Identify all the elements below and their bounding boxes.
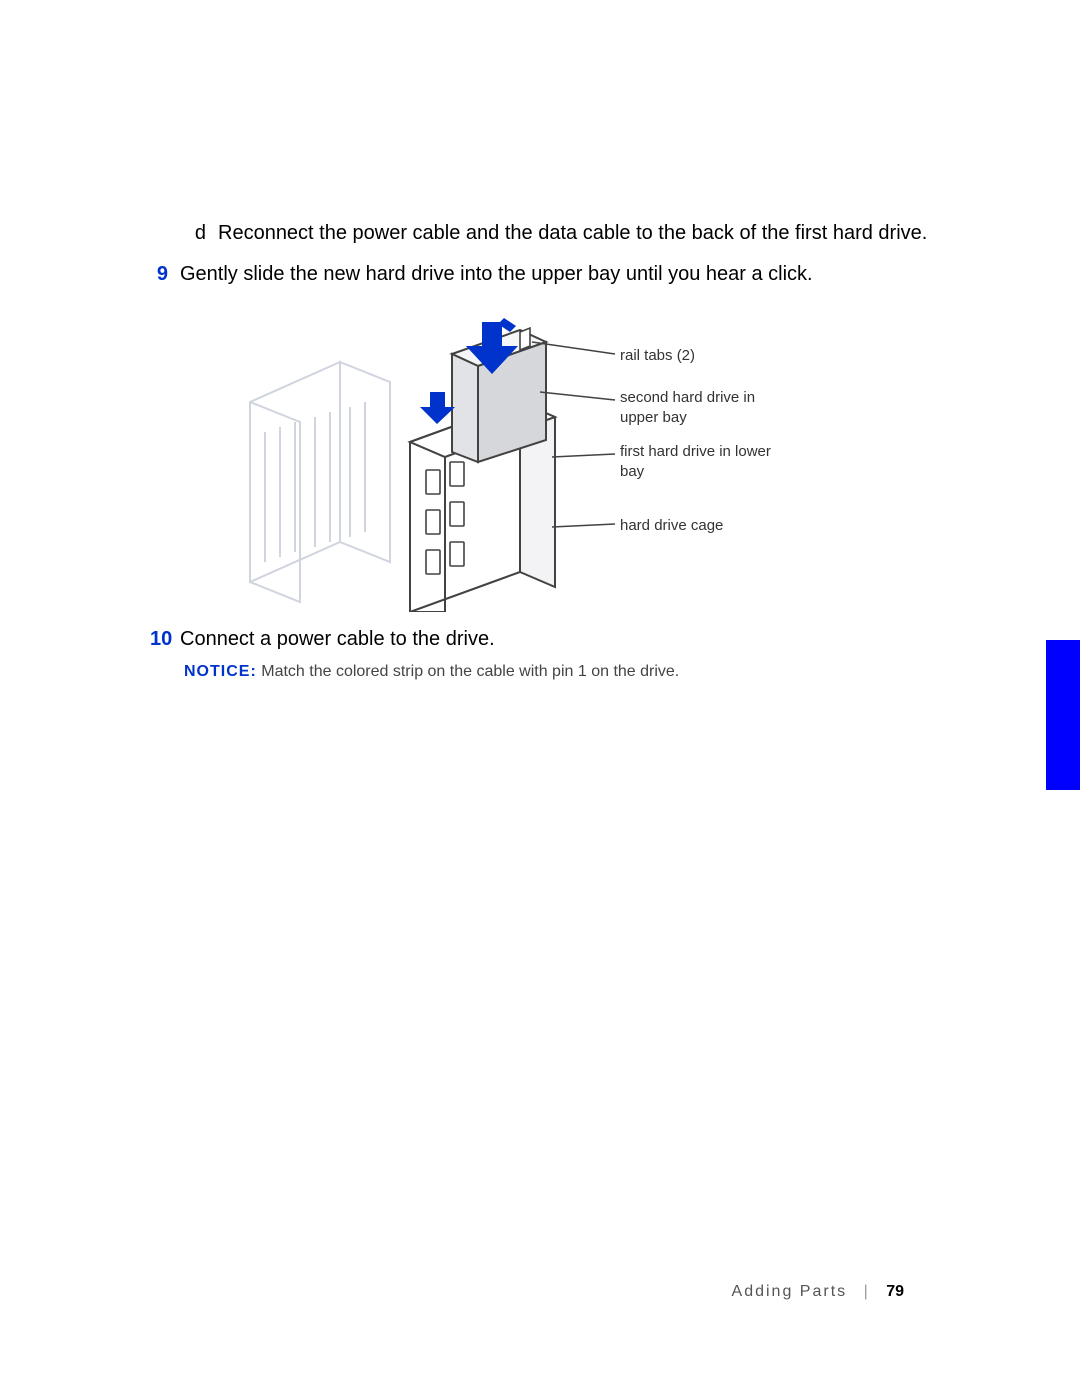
page-footer: Adding Parts | 79 (732, 1283, 904, 1301)
step-9-text: Gently slide the new hard drive into the… (180, 261, 930, 288)
callout-second-drive: second hard drive in upper bay (620, 388, 780, 427)
callout-first-drive: first hard drive in lower bay (620, 442, 780, 481)
step-10-text: Connect a power cable to the drive. (180, 626, 930, 653)
figure: rail tabs (2) second hard drive in upper… (220, 312, 860, 612)
page: d Reconnect the power cable and the data… (0, 0, 1080, 1397)
substep-d-text: Reconnect the power cable and the data c… (218, 220, 930, 247)
section-tab (1046, 640, 1080, 790)
callout-rail-tabs: rail tabs (2) (620, 346, 695, 366)
callout-cage: hard drive cage (620, 516, 723, 536)
substep-d-marker: d (188, 220, 218, 247)
step-9-marker: 9 (150, 261, 180, 288)
footer-separator: | (864, 1283, 870, 1300)
step-9: 9 Gently slide the new hard drive into t… (150, 261, 930, 288)
step-10: 10 Connect a power cable to the drive. (150, 626, 930, 653)
notice: NOTICE: Match the colored strip on the c… (184, 663, 930, 681)
footer-page-number: 79 (886, 1283, 904, 1300)
notice-text: Match the colored strip on the cable wit… (261, 663, 679, 680)
step-10-marker: 10 (150, 626, 180, 653)
figure-container: rail tabs (2) second hard drive in upper… (150, 312, 930, 612)
substep-d: d Reconnect the power cable and the data… (188, 220, 930, 247)
footer-section: Adding Parts (732, 1283, 848, 1300)
notice-label: NOTICE: (184, 663, 257, 680)
